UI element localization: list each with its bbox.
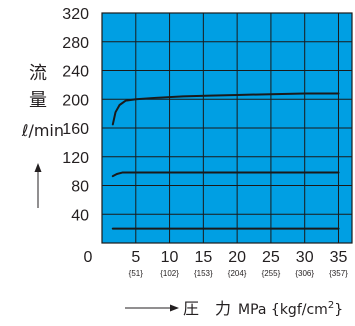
x-axis-unit-superscript: 2 (328, 300, 334, 311)
x-tick-sublabel-4: {204} (228, 269, 247, 278)
y-tick-label-0: 40 (71, 207, 89, 224)
x-tick-sublabel-2: {102} (160, 269, 179, 278)
x-tick-sublabel-5: {255} (262, 269, 281, 278)
y-axis-label-char-2: 量 (29, 90, 47, 111)
x-tick-sublabel-6: {306} (295, 269, 314, 278)
y-tick-label-7: 320 (62, 6, 89, 23)
series-line-1 (111, 92, 340, 126)
x-tick-label-0: 0 (84, 249, 93, 266)
x-tick-label-1: 5 (131, 249, 140, 266)
plot-frame (101, 12, 353, 244)
x-tick-sublabel-7: {357} (329, 269, 348, 278)
x-tick-label-4: 20 (228, 249, 246, 266)
x-tick-label-6: 30 (296, 249, 314, 266)
x-tick-label-7: 35 (330, 249, 348, 266)
y-tick-label-1: 80 (71, 179, 89, 196)
series-group (111, 92, 340, 230)
x-tick-label-5: 25 (262, 249, 280, 266)
x-axis-unit: MPa {kgf/cm2} (238, 300, 343, 318)
tick-labels: 0 5 {51} 10 {102} 15 {153} 20 {204} 25 {255} 30 {306… (62, 6, 348, 278)
y-axis-unit: ℓ/min (21, 121, 64, 140)
y-tick-label-2: 120 (62, 150, 89, 167)
y-tick-label-6: 280 (62, 35, 89, 52)
x-tick-label-2: 10 (161, 249, 179, 266)
x-tick-sublabel-3: {153} (194, 269, 213, 278)
y-tick-label-4: 200 (62, 92, 89, 109)
x-tick-sublabel-1: {51} (129, 269, 144, 278)
grid-lines (101, 12, 353, 244)
axis-labels: 流 量 ℓ/min 圧 力 MPa {kgf/cm2} (21, 63, 343, 318)
x-axis-unit-close: } (334, 302, 343, 318)
y-axis-arrow (34, 163, 42, 208)
x-tick-label-3: 15 (194, 249, 212, 266)
y-tick-label-5: 240 (62, 64, 89, 81)
x-axis-arrow (125, 304, 179, 312)
y-tick-label-3: 160 (62, 121, 89, 138)
x-axis-label: 圧 力 (183, 299, 231, 318)
x-axis-unit-main: MPa {kgf/cm (238, 302, 328, 318)
series-line-2 (111, 171, 340, 178)
y-axis-label-char-1: 流 (29, 63, 47, 84)
